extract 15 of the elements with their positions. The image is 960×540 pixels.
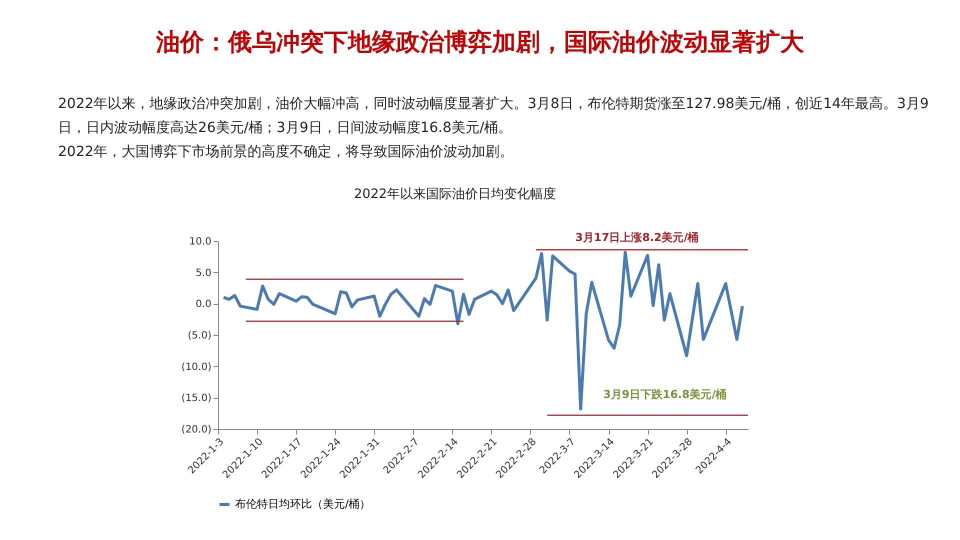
text: 2022年以来，地缘政治冲突加剧，油价大幅冲高，同时波动幅度显著扩大。3月8日，布伦特期货涨至127.98美元/桶，创近14年最高。3月9日，日内波动幅度高达26美元/桶；3月9日，日间波动幅度16.8美元/桶。 (58, 96, 929, 136)
chart-title: 油价：俄乌冲突下地缘政治博弈加剧，国际油价波动显著扩大 (155, 28, 805, 56)
y-tick-label: (20.0) (181, 424, 212, 436)
annotation: 3月17日上涨8.2美元/桶 (575, 231, 699, 244)
text: 2022年，大国博弈下市场前景的高度不确定，将导致国际油价波动加剧。 (58, 144, 514, 160)
line-series (222, 250, 744, 410)
legend-label: 布伦特日均环比（美元/桶） (235, 498, 371, 510)
y-tick-label: 0.0 (196, 299, 212, 310)
y-tick-label: (15.0) (181, 393, 212, 404)
y-tick-label: 10.0 (189, 236, 212, 248)
y-tick-label: (5.0) (188, 330, 212, 342)
y-tick-label: (10.0) (181, 362, 212, 373)
annotation: 3月9日下跌16.8美元/桶 (603, 388, 727, 401)
y-tick-label: 5.0 (196, 268, 212, 279)
chart-subtitle: 2022年以来国际油价日均变化幅度 (354, 186, 556, 202)
